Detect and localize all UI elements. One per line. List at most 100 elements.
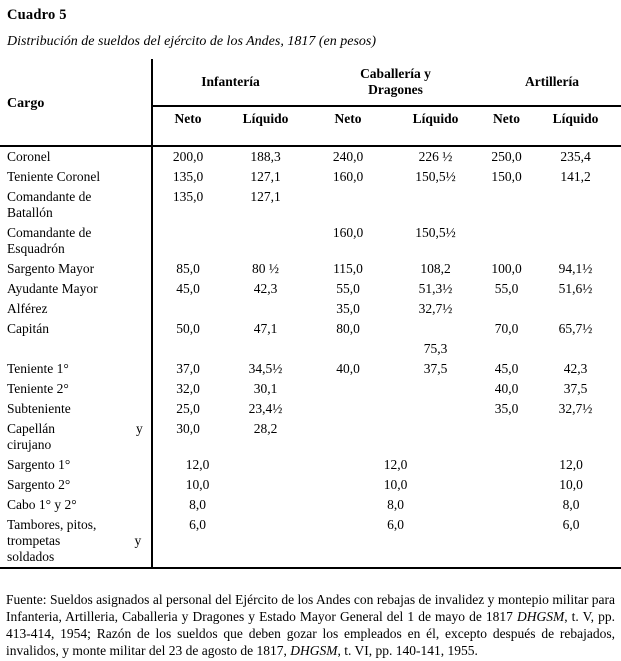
sub-header-liquido: Líquido [530, 106, 621, 147]
value-cell: 10,0 [383, 477, 408, 492]
source-note: Fuente: Sueldos asignados al personal de… [6, 591, 615, 659]
value-cell: 32,0 [176, 381, 200, 396]
source-abbrev-italic: DHGSM [516, 609, 565, 624]
value-cell: 85,0 [176, 261, 200, 276]
group-header-caballeria-dragones: Caballería y Dragones [308, 59, 483, 107]
table-subtitle: Distribución de sueldos del ejército de … [7, 34, 376, 49]
value-cell [388, 187, 483, 223]
document-page: Cuadro 5 Distribución de sueldos del ejé… [0, 7, 621, 659]
sub-header-neto: Neto [152, 106, 223, 147]
cargo-cell: Comandante de Batallón [0, 187, 153, 223]
value-cell: 6,0 [152, 515, 308, 569]
cargo-cell: Sargento 2° [0, 475, 153, 495]
value-cell [483, 187, 530, 223]
value-cell: 150,5½ [415, 169, 456, 184]
table-row: Comandante de Esquadrón 160,0 150,5½ [0, 223, 621, 259]
sub-header-liquido: Líquido [223, 106, 308, 147]
value-cell: 32,7½ [558, 401, 593, 416]
value-cell [223, 223, 308, 259]
table-row: Subteniente 25,0 23,4½ 35,0 32,7½ [0, 399, 621, 419]
value-cell [483, 299, 530, 319]
value-cell: 45,0 [494, 361, 519, 376]
value-cell: 34,5½ [248, 361, 283, 376]
value-cell: 50,0 [176, 321, 200, 336]
table-row: Sargento Mayor 85,0 80 ½ 115,0 108,2 100,0 94,… [0, 259, 621, 279]
value-cell [530, 223, 621, 259]
cargo-cell [0, 339, 153, 359]
sub-header-neto: Neto [483, 106, 530, 147]
value-cell: 235,4 [560, 149, 591, 164]
value-cell: 10,0 [559, 477, 583, 492]
cargo-cell: Comandante de Esquadrón [0, 223, 153, 259]
table-row: Coronel 200,0 188,3 240,0 226 ½ 250,0 235,4 [0, 146, 621, 167]
value-cell [483, 339, 530, 359]
value-cell: 40,0 [336, 361, 360, 376]
cargo-cell: Alférez [0, 299, 153, 319]
value-cell [152, 299, 223, 319]
table-header: Cargo Infantería Caballería y Dragones A… [0, 59, 621, 147]
value-cell: 6,0 [308, 515, 483, 569]
value-cell: 80,0 [336, 321, 360, 336]
cargo-cell: Teniente 2° [0, 379, 153, 399]
value-cell: 70,0 [494, 321, 519, 336]
cargo-cell: Teniente Coronel [0, 167, 153, 187]
value-cell [530, 339, 621, 359]
value-cell: 28,2 [253, 421, 278, 436]
table-row: Teniente Coronel 135,0 127,1 160,0 150,5½ 150… [0, 167, 621, 187]
value-cell [483, 419, 530, 455]
value-cell: 8,0 [387, 497, 404, 512]
value-cell: 55,0 [336, 281, 360, 296]
table-body: Coronel 200,0 188,3 240,0 226 ½ 250,0 235,4 Ten… [0, 146, 621, 569]
value-cell: 160,0 [332, 169, 364, 184]
table-row: Teniente 1° 37,0 34,5½ 40,0 37,5 45,0 42,3 [0, 359, 621, 379]
value-cell: 150,5½ [415, 225, 456, 240]
value-cell: 188,3 [250, 149, 281, 164]
value-cell [388, 319, 483, 339]
value-cell: 40,0 [494, 381, 519, 396]
table-row: Capitán 50,0 47,1 80,0 70,0 65,7½ [0, 319, 621, 339]
cargo-column-header: Cargo [0, 59, 153, 147]
cargo-cell: Teniente 1° [0, 359, 153, 379]
value-cell [388, 379, 483, 399]
value-cell: 55,0 [494, 281, 519, 296]
table-row: Sargento 2° 10,0 10,0 10,0 [0, 475, 621, 495]
value-cell: 23,4½ [248, 401, 283, 416]
value-cell: 75,3 [423, 341, 448, 356]
value-cell [308, 379, 388, 399]
value-cell: 8,0 [562, 497, 580, 512]
value-cell: 47,1 [253, 321, 278, 336]
value-cell [308, 419, 388, 455]
cargo-cell: Capitán [0, 319, 153, 339]
value-cell: 100,0 [491, 261, 522, 276]
group-header-row: Cargo Infantería Caballería y Dragones A… [0, 59, 621, 147]
cargo-cell: Ayudante Mayor [0, 279, 153, 299]
value-cell: 30,1 [253, 381, 278, 396]
value-cell: 127,1 [250, 169, 281, 184]
value-cell: 127,1 [250, 189, 281, 204]
source-abbrev-italic: DHGSM [290, 643, 338, 658]
cargo-cell: Coronel [0, 146, 153, 167]
table-number-title: Cuadro 5 [7, 7, 67, 23]
table-row: Teniente 2° 32,0 30,1 40,0 37,5 [0, 379, 621, 399]
salary-table: Cargo Infantería Caballería y Dragones A… [0, 59, 621, 569]
value-cell: 35,0 [336, 301, 360, 316]
cargo-cell: Cabo 1° y 2° [0, 495, 153, 515]
value-cell: 12,0 [559, 457, 583, 472]
value-cell: 108,2 [420, 261, 451, 276]
table-row: Alférez 35,0 32,7½ [0, 299, 621, 319]
value-cell [530, 419, 621, 455]
table-row: 75,3 [0, 339, 621, 359]
cargo-cell: Sargento 1° [0, 455, 153, 475]
value-cell: 10,0 [185, 477, 210, 492]
cargo-cell: Subteniente [0, 399, 153, 419]
value-cell: 32,7½ [418, 301, 453, 316]
value-cell: 115,0 [333, 261, 363, 276]
value-cell: 37,0 [176, 361, 200, 376]
sub-header-neto: Neto [308, 106, 388, 147]
source-text: , t. VI, pp. 140-141, 1955. [337, 643, 478, 658]
value-cell [483, 223, 530, 259]
group-header-infanteria: Infantería [152, 59, 308, 107]
value-cell: 150,0 [491, 169, 522, 184]
value-cell [152, 223, 223, 259]
value-cell: 141,2 [560, 169, 591, 184]
